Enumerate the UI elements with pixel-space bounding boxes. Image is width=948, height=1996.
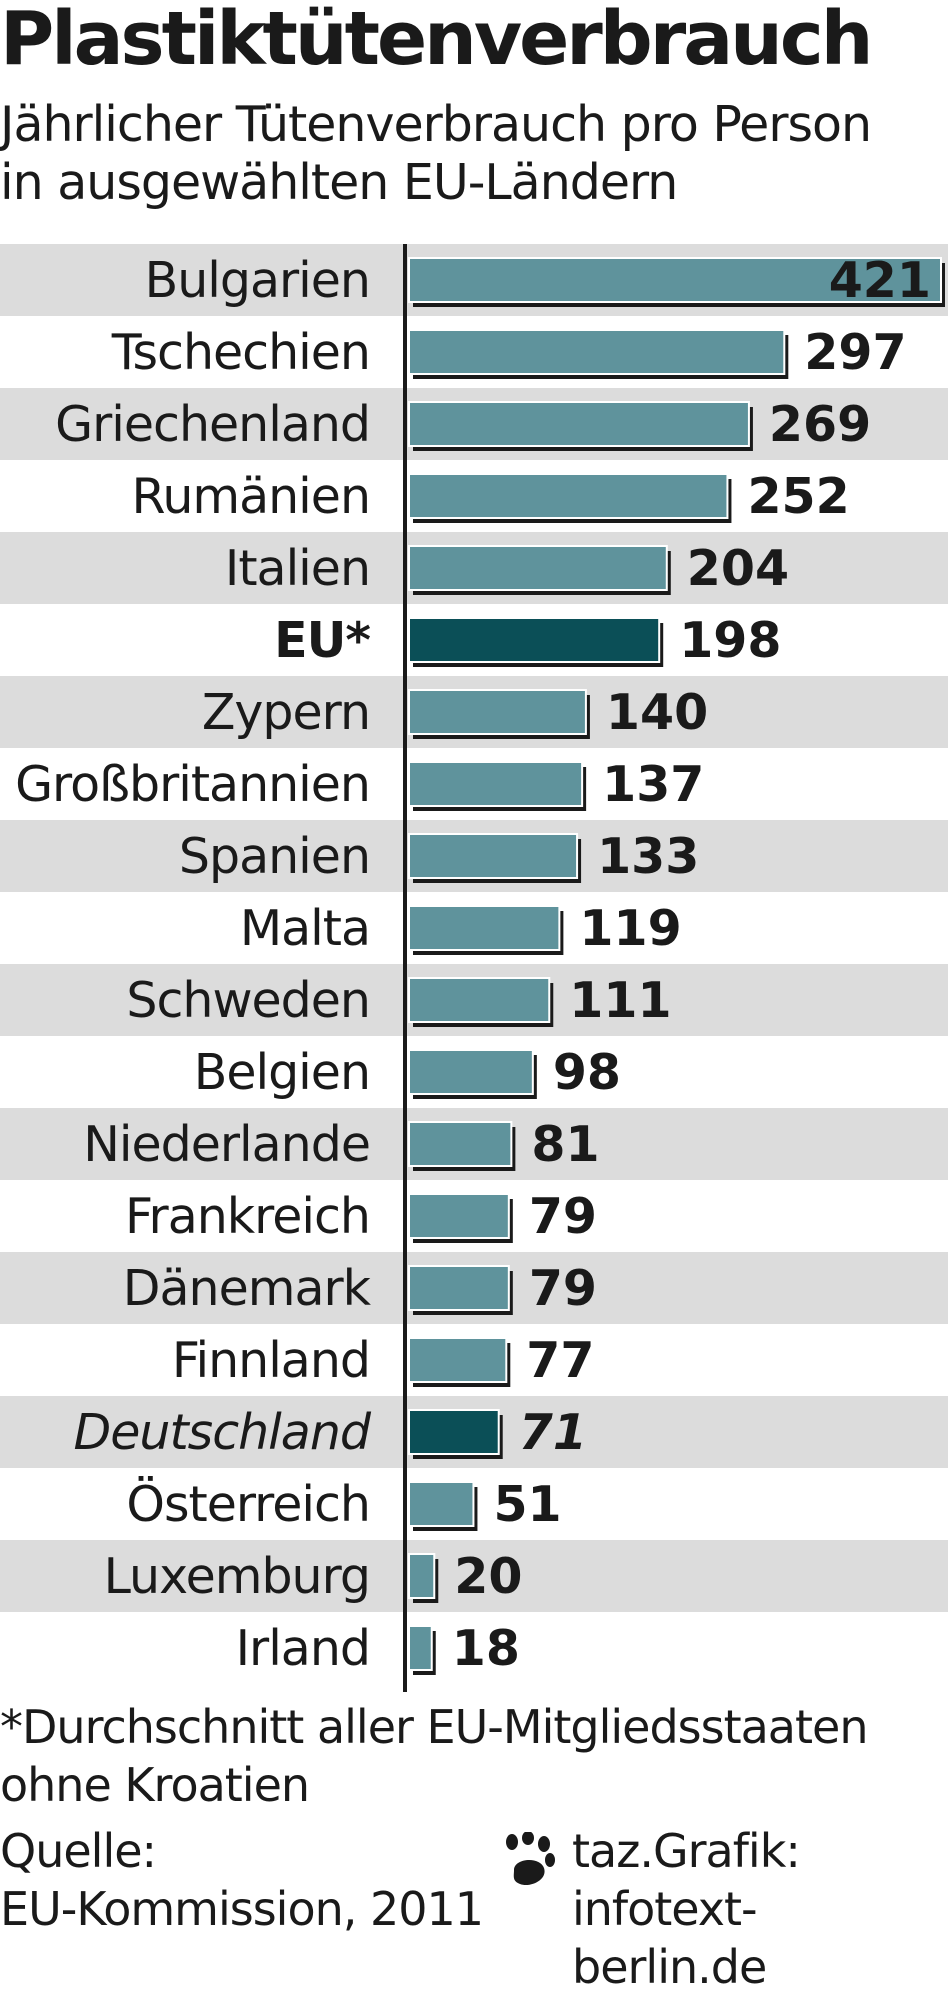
bar <box>408 833 579 879</box>
source: Quelle: EU-Kommission, 2011 <box>0 1822 484 1938</box>
bar <box>408 977 551 1023</box>
category-label: Tschechien <box>111 324 370 381</box>
bar <box>408 1121 513 1167</box>
bar-chart: Bulgarien 421 Tschechien 297 Griechenland 269… <box>0 244 948 1692</box>
category-label: Malta <box>240 900 370 957</box>
bar <box>408 905 561 951</box>
bar <box>408 257 942 303</box>
chart-title: Plastiktütenverbrauch <box>0 0 873 82</box>
bar <box>408 545 668 591</box>
value-label: 51 <box>493 1476 561 1533</box>
subtitle-line-1: Jährlicher Tütenverbrauch pro Person <box>0 96 872 153</box>
bar <box>408 617 661 663</box>
category-label: Österreich <box>126 1475 370 1533</box>
bar <box>408 473 729 519</box>
chart-subtitle: Jährlicher Tütenverbrauch pro Person in … <box>0 96 948 212</box>
bar <box>408 1265 510 1311</box>
subtitle-line-2: in ausgewählten EU-Ländern <box>0 154 678 211</box>
bar <box>408 1409 500 1455</box>
bar <box>408 401 750 447</box>
value-label: 421 <box>829 252 931 309</box>
category-label: Irland <box>236 1620 370 1677</box>
credit-line-2: infotext-berlin.de <box>572 1882 767 1994</box>
value-label: 297 <box>804 324 906 381</box>
value-label: 119 <box>579 900 681 957</box>
category-label: Belgien <box>194 1044 370 1101</box>
source-text: EU-Kommission, 2011 <box>0 1882 484 1936</box>
value-label: 133 <box>597 828 699 885</box>
category-label: Luxemburg <box>104 1548 370 1605</box>
value-label: 98 <box>553 1044 621 1101</box>
category-label: Finnland <box>172 1332 370 1389</box>
category-label: Zypern <box>202 684 370 741</box>
footnote-line-1: *Durchschnitt aller EU-Mitgliedsstaaten <box>0 1700 868 1754</box>
bar <box>408 1049 534 1095</box>
bar <box>408 1481 475 1527</box>
footnote-line-2: ohne Kroatien <box>0 1758 310 1812</box>
value-label: 18 <box>452 1620 520 1677</box>
row-stripe <box>0 1540 948 1612</box>
bar <box>408 761 584 807</box>
bar <box>408 1337 508 1383</box>
source-label: Quelle: <box>0 1824 157 1878</box>
category-label: Frankreich <box>125 1188 370 1245</box>
value-label: 79 <box>529 1188 597 1245</box>
category-label: Niederlande <box>83 1116 370 1173</box>
category-label: Spanien <box>179 828 370 885</box>
bar <box>408 689 587 735</box>
bar <box>408 1553 436 1599</box>
paw-icon <box>506 1832 555 1886</box>
category-label: Großbritannien <box>15 756 370 813</box>
value-label: 81 <box>531 1116 599 1173</box>
bar <box>408 1625 433 1671</box>
category-label: EU* <box>274 612 370 669</box>
value-label: 140 <box>606 684 708 741</box>
value-label: 252 <box>747 468 849 525</box>
value-label: 269 <box>769 396 871 453</box>
category-label: Griechenland <box>55 396 370 453</box>
credit-line-1: taz.Grafik: <box>572 1824 801 1878</box>
value-label: 137 <box>602 756 704 813</box>
value-label: 204 <box>687 540 789 597</box>
value-label: 77 <box>526 1332 594 1389</box>
credit: taz.Grafik: infotext-berlin.de <box>572 1822 948 1996</box>
category-label: Dänemark <box>123 1260 372 1317</box>
category-label: Italien <box>225 540 370 597</box>
value-label: 198 <box>679 612 781 669</box>
value-label: 20 <box>454 1548 522 1605</box>
category-label: Deutschland <box>74 1404 372 1461</box>
category-label: Bulgarien <box>145 252 370 309</box>
bar <box>408 329 786 375</box>
footnote: *Durchschnitt aller EU-Mitgliedsstaaten … <box>0 1698 948 1814</box>
category-label: Rumänien <box>131 468 370 525</box>
value-label: 71 <box>519 1404 587 1461</box>
bar <box>408 1193 510 1239</box>
value-label: 79 <box>529 1260 597 1317</box>
value-label: 111 <box>569 972 671 1029</box>
category-label: Schweden <box>126 972 370 1029</box>
